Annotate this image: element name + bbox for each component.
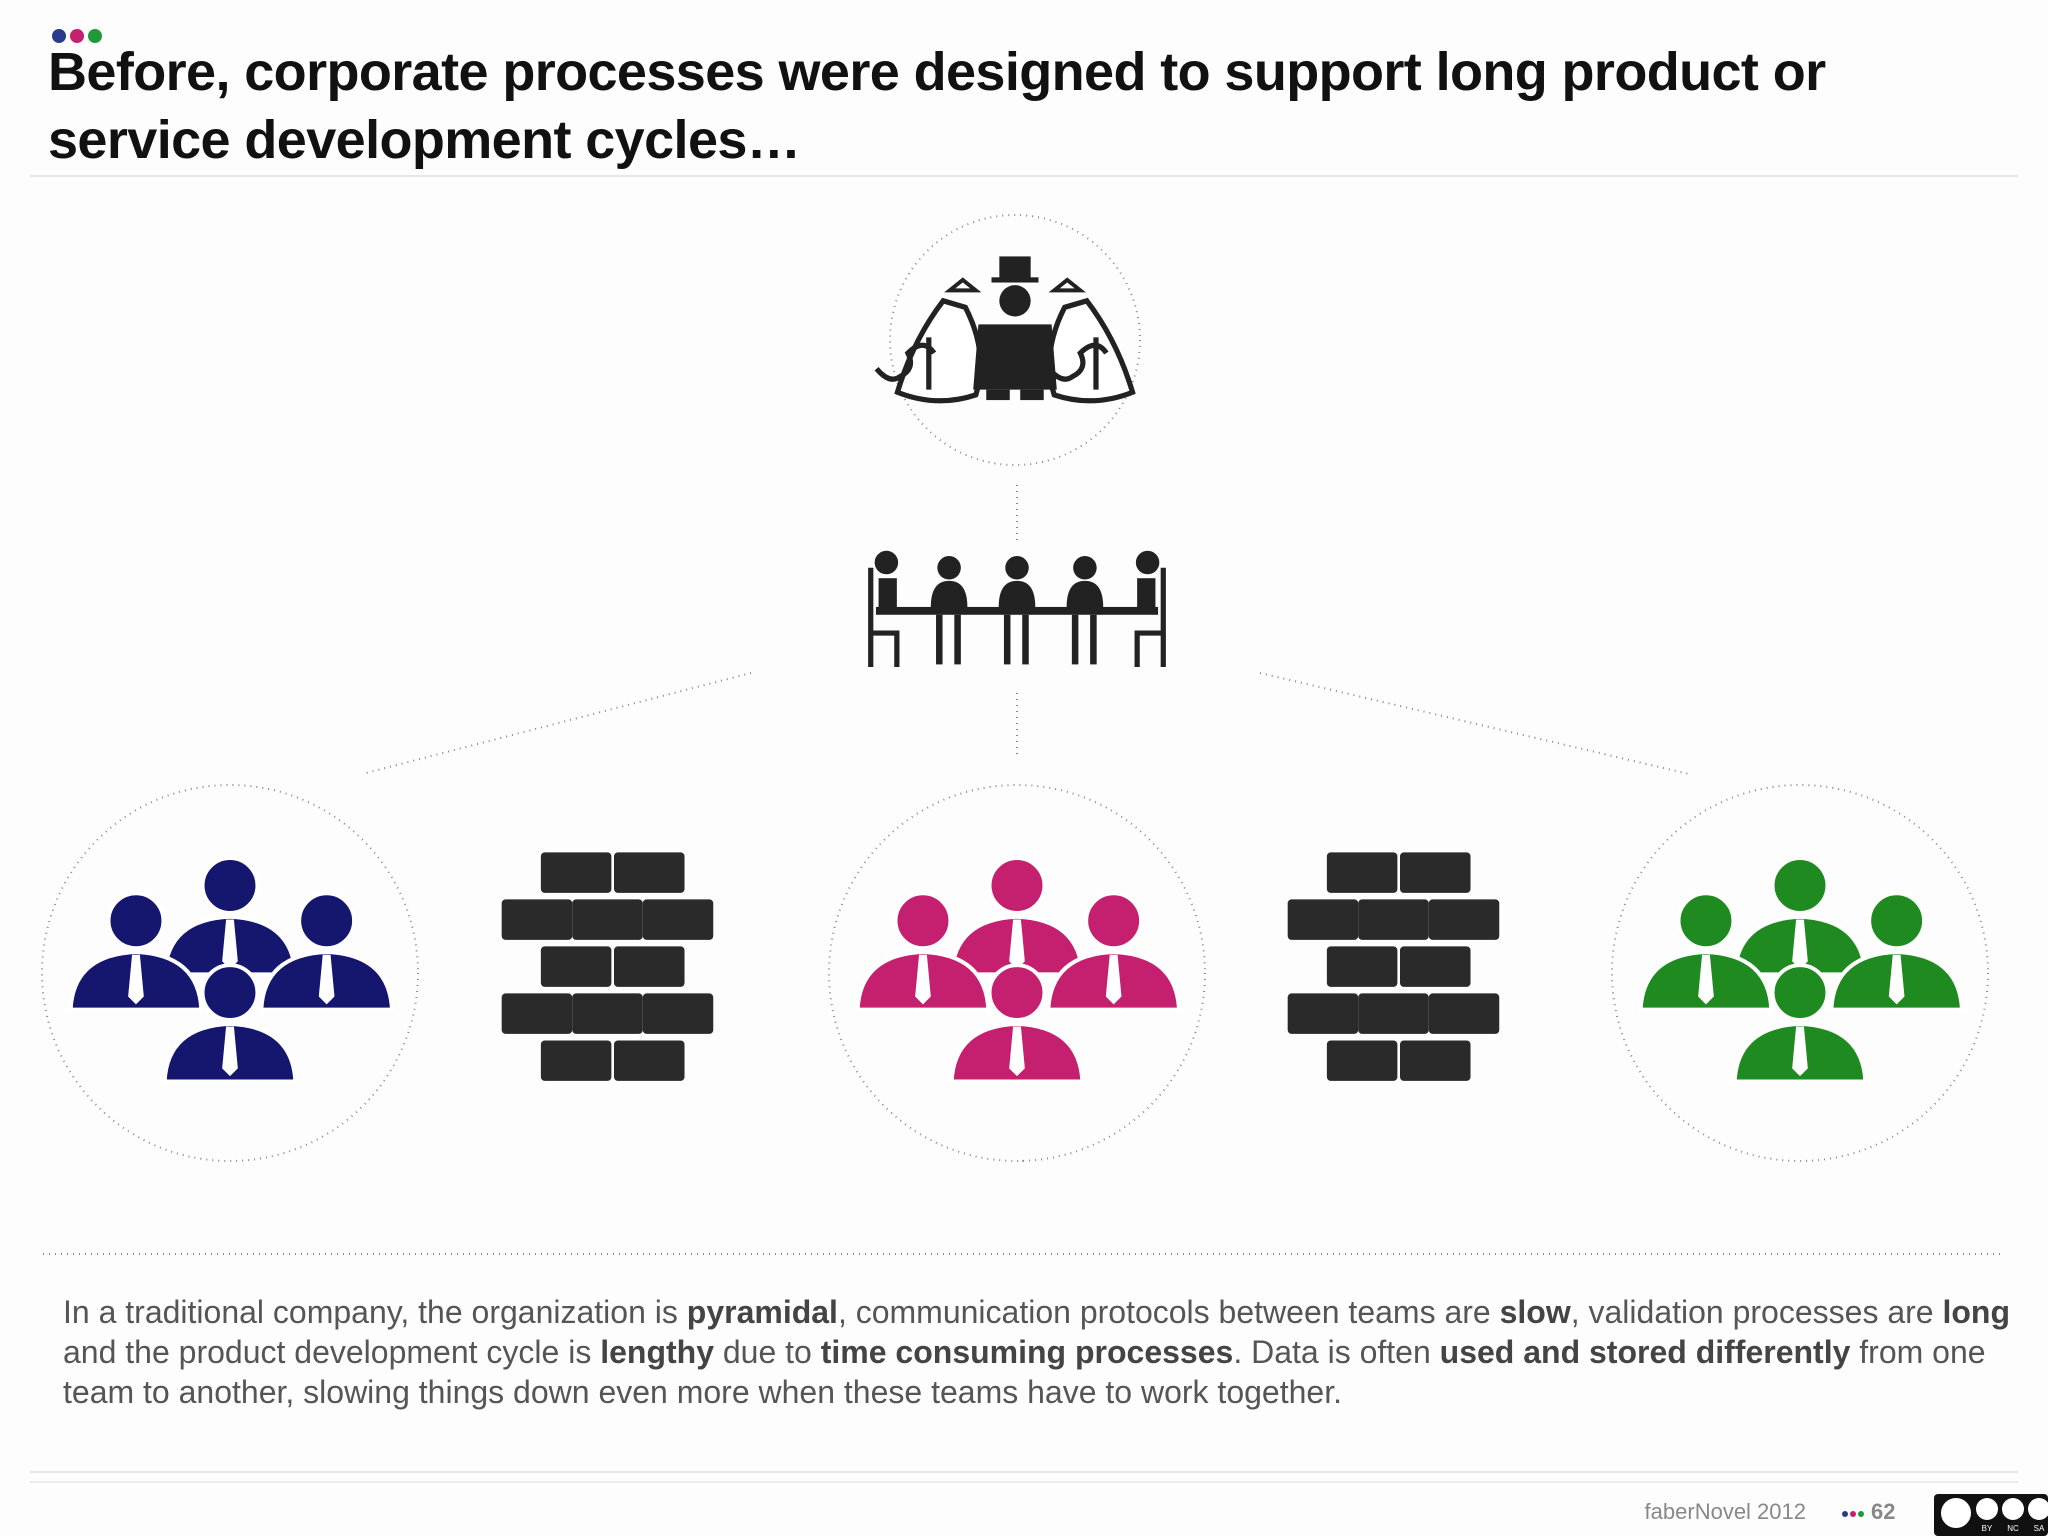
tie: [1792, 919, 1808, 970]
brick: [642, 899, 714, 940]
person-head: [106, 891, 166, 951]
tie: [1888, 954, 1905, 1005]
brick: [1358, 899, 1429, 940]
page-number: 62: [1871, 1499, 1896, 1524]
emphasis: slow: [1499, 1294, 1571, 1330]
brick: [501, 899, 573, 940]
text-run: . Data is often: [1233, 1334, 1440, 1370]
text-run: and the product development cycle is: [63, 1334, 601, 1370]
team: [68, 856, 394, 1084]
brick: [1428, 993, 1500, 1034]
tie: [1009, 919, 1025, 970]
brick: [572, 993, 643, 1034]
person-head: [1867, 891, 1927, 951]
text-run: , validation processes are: [1570, 1294, 1943, 1330]
emphasis: long: [1942, 1294, 2010, 1330]
text-run: , communication protocols between teams …: [837, 1294, 1500, 1330]
tie: [1698, 954, 1714, 1005]
footer-dots: [1842, 1511, 1864, 1517]
person-head: [987, 963, 1047, 1022]
tie: [1792, 1026, 1808, 1077]
text-run: from one team to another, slowing things…: [63, 1334, 1986, 1410]
brick-wall: [1287, 852, 1500, 1081]
brick: [1326, 946, 1398, 987]
tie: [1009, 1026, 1025, 1077]
brick: [540, 946, 612, 987]
person-head: [297, 891, 357, 951]
license-term: BY: [1982, 1524, 1993, 1533]
team: [855, 856, 1181, 1084]
tie: [1105, 954, 1122, 1005]
person-head: [200, 856, 260, 915]
license-badge: BY NC SA: [1934, 1494, 2048, 1536]
walls: [501, 852, 1500, 1081]
emphasis: used and stored differently: [1439, 1334, 1851, 1370]
person-head: [1770, 963, 1830, 1022]
text-run: In a traditional company, the organizati…: [63, 1294, 687, 1330]
text-run: due to: [713, 1334, 821, 1370]
brick: [540, 1040, 612, 1081]
person-head: [893, 891, 953, 951]
brick: [1400, 946, 1471, 987]
brick: [1428, 899, 1500, 940]
emphasis: time consuming processes: [820, 1334, 1234, 1370]
brick: [1358, 993, 1429, 1034]
tie: [222, 919, 238, 970]
brick-wall: [501, 852, 714, 1081]
brick: [1287, 993, 1359, 1034]
person-head: [987, 856, 1047, 915]
brick: [1326, 1040, 1398, 1081]
investor-icon: [874, 256, 1136, 404]
brick: [1400, 852, 1471, 893]
brick: [572, 899, 643, 940]
team: [1638, 856, 1964, 1084]
brick: [1326, 852, 1398, 893]
footer-credit: faberNovel 2012: [1644, 1499, 1806, 1524]
license-term: NC: [2007, 1524, 2019, 1533]
tie: [915, 954, 931, 1005]
person-head: [200, 963, 260, 1022]
brand-dots: [52, 29, 102, 43]
person-head: [1676, 891, 1736, 951]
slide-title: Before, corporate processes were designe…: [48, 42, 1826, 170]
brick: [501, 993, 573, 1034]
person-head: [1084, 891, 1144, 951]
body-text: In a traditional company, the organizati…: [63, 1292, 2013, 1412]
brick: [540, 852, 612, 893]
brick: [642, 993, 714, 1034]
emphasis: lengthy: [600, 1334, 714, 1370]
emphasis: pyramidal: [686, 1294, 838, 1330]
brick: [614, 1040, 685, 1081]
tie: [128, 954, 144, 1005]
brick: [614, 852, 685, 893]
connectors: [41, 214, 2000, 1255]
brick: [1400, 1040, 1471, 1081]
person-head: [1770, 856, 1830, 915]
tie: [318, 954, 335, 1005]
board-icon: [868, 550, 1166, 668]
teams: [68, 856, 1964, 1084]
license-term: SA: [2034, 1524, 2045, 1533]
brick: [614, 946, 685, 987]
brick: [1287, 899, 1359, 940]
tie: [222, 1026, 238, 1077]
